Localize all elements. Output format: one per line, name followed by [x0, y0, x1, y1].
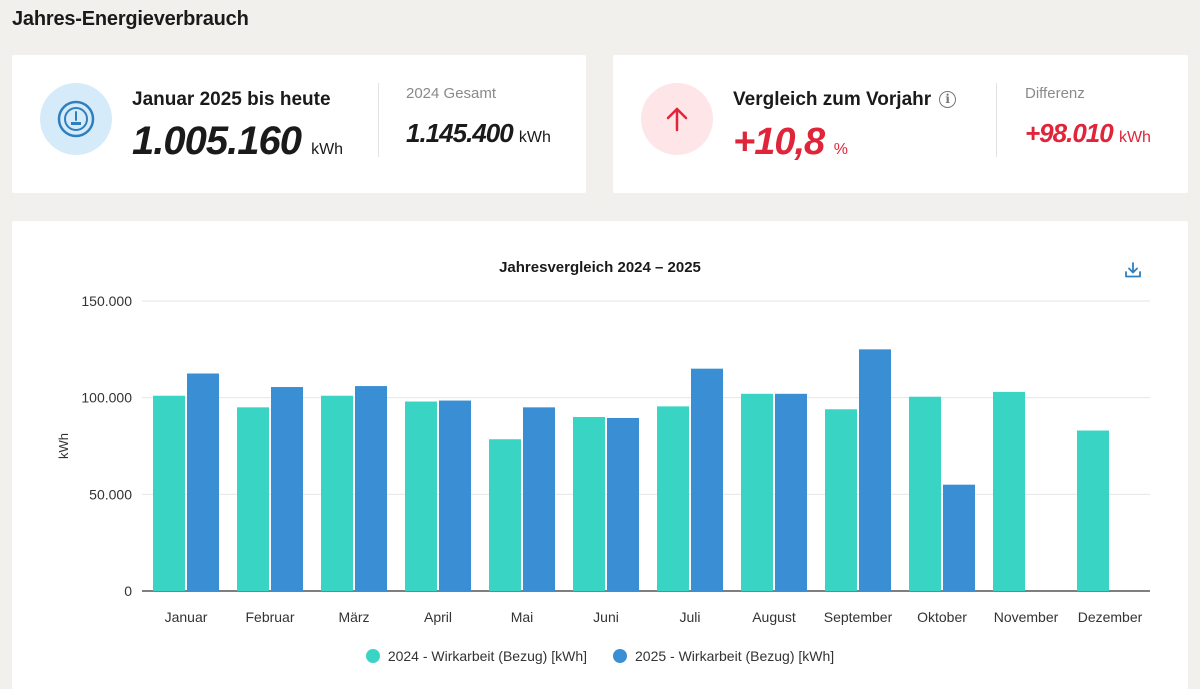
difference-unit: kWh [1118, 129, 1151, 146]
x-tick-label: August [752, 609, 796, 625]
bar-2024-juni[interactable] [573, 417, 605, 591]
arrow-up-icon [641, 83, 713, 155]
y-tick-label: 50.000 [89, 486, 132, 502]
legend-item-2025[interactable]: 2025 - Wirkarbeit (Bezug) [kWh] [613, 648, 834, 664]
difference-label: Differenz [1025, 85, 1085, 102]
ytd-value: 1.005.160 kWh [132, 119, 343, 164]
label-layer: 0 50.000 100.000 150.000 kWh Januar Februar Mär… [56, 293, 1143, 625]
comparison-card: Vergleich zum Vorjahr i +10,8 % Differenz… [613, 55, 1188, 193]
y-axis-title: kWh [56, 433, 71, 459]
bar-2024-november[interactable] [993, 391, 1025, 591]
legend-item-2024[interactable]: 2024 - Wirkarbeit (Bezug) [kWh] [365, 648, 587, 664]
y-tick-label: 0 [124, 583, 132, 599]
comparison-label-text: Vergleich zum Vorjahr [733, 89, 932, 110]
ytd-card: Januar 2025 bis heute 1.005.160 kWh 2024… [12, 55, 586, 193]
bar-2025-mai[interactable] [523, 407, 555, 591]
legend-label-2025: 2025 - Wirkarbeit (Bezug) [kWh] [635, 648, 835, 664]
prev-year-unit: kWh [518, 129, 551, 146]
ytd-value-number: 1.005.160 [132, 119, 302, 163]
bar-2024-januar[interactable] [153, 395, 185, 591]
x-tick-label: April [424, 609, 452, 625]
legend-dot-2024 [365, 649, 380, 663]
x-tick-label: November [994, 609, 1059, 625]
y-tick-label: 100.000 [81, 390, 132, 406]
y-tick-label: 150.000 [81, 293, 132, 309]
x-tick-label: Oktober [917, 609, 967, 625]
difference-number: +98.010 [1025, 118, 1114, 148]
ytd-value-unit: kWh [311, 141, 344, 158]
bar-2024-juli[interactable] [657, 406, 689, 591]
bar-2025-juli[interactable] [691, 368, 723, 591]
bar-2025-februar[interactable] [271, 387, 303, 591]
page-title: Jahres-Energieverbrauch [12, 8, 249, 30]
bar-layer [153, 349, 1109, 591]
bar-2024-september[interactable] [825, 409, 857, 591]
bar-2024-februar[interactable] [237, 407, 269, 591]
x-tick-label: Mai [511, 609, 534, 625]
x-tick-label: Juli [679, 609, 700, 625]
chart-title: Jahresvergleich 2024 – 2025 [499, 259, 701, 276]
comparison-divider [996, 83, 997, 157]
comparison-value: +10,8 % [733, 121, 848, 164]
prev-year-label: 2024 Gesamt [406, 85, 497, 102]
bar-2024-april[interactable] [405, 401, 437, 591]
x-tick-label: September [824, 609, 893, 625]
legend-label-2024: 2024 - Wirkarbeit (Bezug) [kWh] [387, 648, 587, 664]
x-tick-label: Juni [593, 609, 619, 625]
info-icon[interactable]: i [939, 90, 957, 108]
legend-dot-2025 [613, 649, 627, 663]
prev-year-value: 1.145.400 kWh [406, 118, 551, 149]
difference-value: +98.010 kWh [1025, 118, 1151, 149]
chart-card: Jahresvergleich 2024 – 2025 0 50.000 100.0… [12, 221, 1188, 689]
prev-year-number: 1.145.400 [406, 118, 514, 148]
grid-layer [142, 300, 1150, 592]
bar-2025-april[interactable] [439, 400, 471, 591]
x-tick-label: Februar [245, 609, 294, 625]
x-tick-label: März [338, 609, 369, 625]
ytd-label: Januar 2025 bis heute [132, 89, 331, 110]
comparison-value-unit: % [833, 141, 848, 158]
download-icon[interactable] [1124, 261, 1142, 279]
x-tick-label: Dezember [1078, 609, 1143, 625]
ytd-divider [378, 83, 379, 157]
comparison-label: Vergleich zum Vorjahr i [733, 89, 957, 111]
bar-2025-märz[interactable] [355, 386, 387, 591]
bar-2024-dezember[interactable] [1077, 430, 1109, 591]
bar-chart: 0 50.000 100.000 150.000 kWh Januar Februar Mär… [56, 293, 1150, 625]
bar-2025-januar[interactable] [187, 373, 219, 592]
bar-2025-juni[interactable] [607, 417, 639, 591]
comparison-value-number: +10,8 [733, 121, 825, 163]
x-tick-label: Januar [165, 609, 208, 625]
chart-legend: 2024 - Wirkarbeit (Bezug) [kWh] 2025 - W… [12, 648, 1188, 664]
bar-2025-august[interactable] [775, 393, 807, 591]
bar-2024-august[interactable] [741, 393, 773, 591]
bar-2024-mai[interactable] [489, 439, 521, 591]
bar-2025-oktober[interactable] [943, 484, 975, 591]
bar-2025-september[interactable] [859, 349, 891, 591]
bar-2024-märz[interactable] [321, 395, 353, 591]
bar-2024-oktober[interactable] [909, 396, 941, 591]
energy-meter-icon [40, 83, 112, 155]
